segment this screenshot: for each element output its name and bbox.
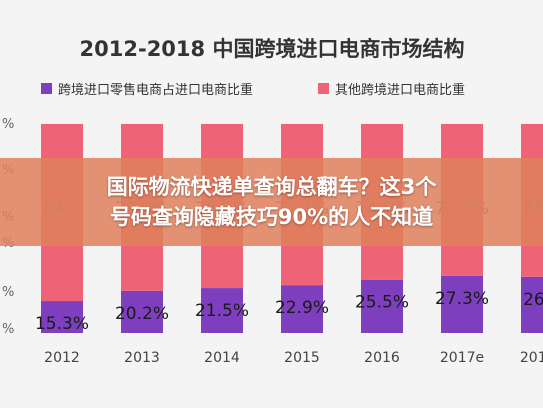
bar-retail-2013 — [121, 290, 163, 333]
y-tick-label: % — [2, 285, 14, 300]
bar-retail-2015 — [281, 285, 323, 333]
bar-retail-2012 — [41, 301, 83, 333]
x-tick-label: 2012 — [44, 350, 80, 366]
legend-item-other-swatch — [318, 83, 329, 94]
bar-retail-2017e — [441, 275, 483, 333]
overlay-banner-line2: 号码查询隐藏技巧90%的人不知道 — [109, 205, 434, 229]
data-label-retail: 20.2% — [115, 304, 169, 324]
data-label-retail: 27.3% — [435, 289, 489, 309]
data-label-retail: 15.3% — [35, 314, 89, 334]
x-tick-label: 2014 — [204, 350, 240, 366]
y-tick-label: % — [2, 117, 14, 132]
legend-item-retail-swatch — [41, 83, 52, 94]
x-axis-ticks: 2012 2013 2014 2015 2016 2017e 2018e — [44, 350, 543, 366]
y-tick-label: % — [2, 322, 14, 337]
data-label-retail: 22.9% — [275, 298, 329, 318]
legend-item-retail-label: 跨境进口零售电商占进口电商比重 — [58, 82, 253, 98]
x-tick-label: 2016 — [364, 350, 400, 366]
chart-legend: 跨境进口零售电商占进口电商比重 其他跨境进口电商比重 — [41, 82, 465, 98]
data-label-retail: 21.5% — [195, 301, 249, 321]
overlay-banner-line1: 国际物流快递单查询总翻车？这3个 — [106, 175, 437, 199]
legend-item-other-label: 其他跨境进口电商比重 — [335, 82, 465, 98]
x-tick-label: 2018e — [520, 350, 543, 366]
bar-retail-2018e — [521, 276, 543, 333]
data-label-retail: 26.9 — [523, 290, 543, 310]
data-label-retail: 25.5% — [355, 293, 409, 313]
chart-title: 2012-2018 中国跨境进口电商市场结构 — [80, 37, 465, 61]
overlay-banner: 国际物流快递单查询总翻车？这3个 号码查询隐藏技巧90%的人不知道 — [0, 158, 543, 246]
bar-retail-2014 — [201, 288, 243, 333]
bar-retail-2016 — [361, 279, 403, 333]
x-tick-label: 2015 — [284, 350, 320, 366]
x-tick-label: 2017e — [440, 350, 484, 366]
x-tick-label: 2013 — [124, 350, 160, 366]
